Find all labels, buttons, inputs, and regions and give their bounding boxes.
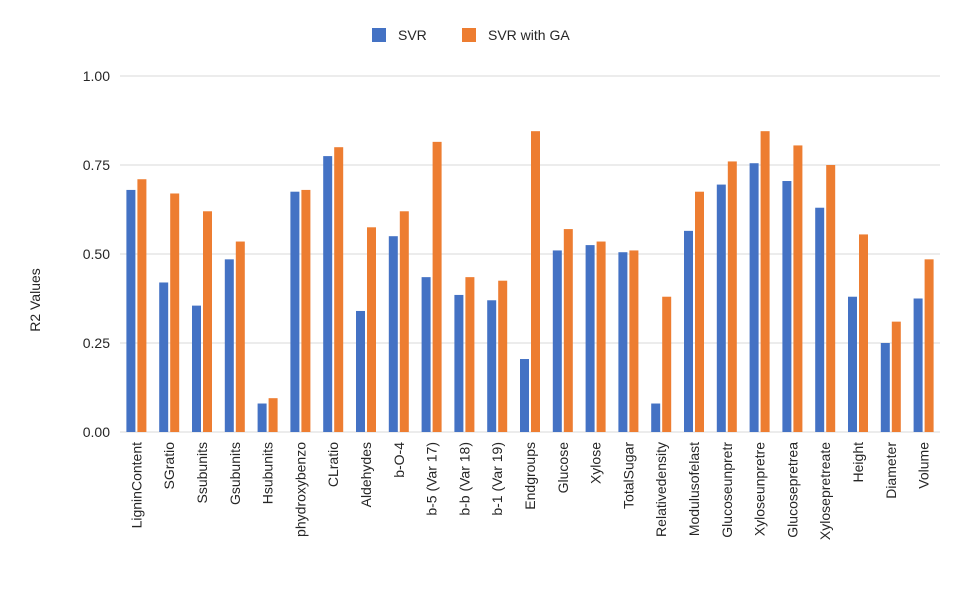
bar-svr-with-ga: [334, 147, 344, 432]
bar-svr: [257, 403, 267, 432]
bar-svr: [159, 282, 169, 432]
bar-svr: [716, 184, 726, 432]
bar-svr: [913, 298, 923, 432]
bar-svr-with-ga: [301, 189, 311, 432]
bar-svr: [421, 277, 431, 432]
legend-swatch: [462, 28, 476, 42]
x-tick-label: Diameter: [883, 442, 899, 499]
bar-svr: [192, 305, 201, 432]
x-tick-label: Glucoseunpretr: [719, 442, 735, 538]
bar-svr: [585, 245, 595, 432]
bar-svr: [880, 343, 890, 432]
x-tick-label: SGratio: [161, 442, 177, 490]
y-tick-label: 0.50: [83, 246, 110, 262]
bar-svr: [126, 189, 136, 432]
x-tick-label: phydroxybenzo: [292, 442, 308, 537]
bar-svr-with-ga: [727, 161, 737, 432]
y-axis-ticks: 0.00 0.25 0.50 0.75 1.00: [83, 68, 110, 440]
x-tick-label: Glucosepretrea: [784, 442, 800, 538]
bar-svr: [224, 259, 234, 432]
bar-svr-with-ga: [695, 191, 704, 432]
bar-svr: [290, 191, 300, 432]
x-tick-label: Modulusofelast: [686, 442, 702, 536]
legend-swatch: [372, 28, 386, 42]
bars: [126, 131, 934, 433]
bar-svr-with-ga: [891, 321, 901, 432]
bar-svr-with-ga: [367, 227, 376, 432]
bar-svr-with-ga: [793, 145, 803, 433]
y-axis-title: R2 Values: [27, 268, 43, 332]
gridlines: [120, 75, 940, 433]
bar-svr-with-ga: [924, 259, 934, 432]
bar-svr: [454, 294, 464, 432]
bar-svr-with-ga: [203, 211, 212, 432]
x-tick-label: b-5 (Var 17): [424, 442, 440, 516]
bar-svr-with-ga: [268, 398, 278, 432]
bar-svr: [552, 250, 562, 432]
legend-label: SVR: [398, 27, 427, 43]
bar-svr-with-ga: [563, 229, 573, 432]
bar-svr-with-ga: [137, 179, 147, 432]
x-tick-label: b-1 (Var 19): [489, 442, 505, 516]
y-tick-label: 0.75: [83, 157, 110, 173]
bar-svr-with-ga: [432, 141, 442, 433]
bar-svr-with-ga: [662, 296, 672, 432]
x-tick-label: Gsubunits: [227, 442, 243, 505]
x-tick-label: Xyloseunpretre: [752, 442, 768, 536]
x-axis-ticks: LigninContent SGratio Ssubunits Gsubunits Hs…: [128, 442, 931, 540]
x-tick-label: Aldehydes: [358, 442, 374, 507]
bar-svr-with-ga: [170, 193, 180, 432]
legend: SVR SVR with GA: [372, 27, 570, 43]
x-tick-label: Relativedensity: [653, 442, 669, 537]
x-tick-label: b-b (Var 18): [456, 442, 472, 516]
y-tick-label: 0.25: [83, 335, 110, 351]
y-tick-label: 0.00: [83, 424, 110, 440]
bar-svr-with-ga: [826, 165, 836, 432]
bar-svr: [684, 230, 693, 432]
bar-svr: [848, 296, 857, 432]
bar-svr: [749, 163, 759, 432]
bar-svr-with-ga: [498, 280, 508, 432]
bar-svr: [520, 359, 529, 432]
bar-svr-with-ga: [531, 131, 540, 432]
bar-svr: [323, 156, 333, 432]
x-tick-label: Height: [850, 442, 866, 483]
bar-svr-with-ga: [596, 241, 606, 432]
x-tick-label: Glucose: [555, 442, 571, 494]
x-tick-label: Xylose: [588, 442, 604, 484]
x-tick-label: Hsubunits: [260, 442, 276, 504]
bar-svr-with-ga: [629, 250, 639, 432]
bar-svr: [487, 300, 497, 432]
y-tick-label: 1.00: [83, 68, 110, 84]
x-tick-label: CLratio: [325, 442, 341, 487]
x-tick-label: Volume: [916, 442, 932, 489]
x-tick-label: Ssubunits: [194, 442, 210, 503]
x-tick-label: Xylosepretreate: [817, 442, 833, 540]
bar-svr-with-ga: [235, 241, 245, 432]
bar-svr-with-ga: [760, 131, 770, 432]
x-tick-label: LigninContent: [128, 442, 144, 529]
bar-svr: [782, 181, 792, 432]
legend-label: SVR with GA: [488, 27, 570, 43]
x-tick-label: b-O-4: [391, 442, 407, 478]
bar-svr-with-ga: [859, 234, 868, 432]
bar-svr: [388, 236, 398, 432]
x-tick-label: Endgroups: [522, 442, 538, 510]
bar-svr-with-ga: [399, 211, 409, 432]
bar-svr: [651, 403, 661, 432]
bar-svr: [356, 310, 365, 432]
bar-svr-with-ga: [465, 277, 475, 432]
x-tick-label: TotalSugar: [620, 442, 636, 509]
bar-svr: [618, 252, 628, 432]
bar-svr: [815, 207, 825, 432]
